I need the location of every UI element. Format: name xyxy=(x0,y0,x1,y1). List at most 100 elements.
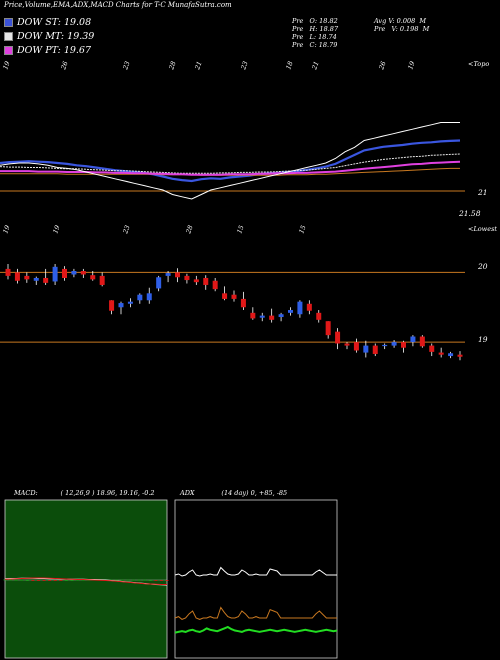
candle-body-up xyxy=(33,277,39,281)
candle-body-down xyxy=(14,272,20,281)
macd-histogram-bar xyxy=(14,579,18,581)
ema-corner-label: <Topo xyxy=(468,60,490,68)
price-date-label: 15 xyxy=(297,224,307,235)
ema-date-label: 26 xyxy=(377,60,388,71)
candle-body-down xyxy=(335,331,341,344)
price-panel: 19 19 23 28 15 15 xyxy=(0,224,465,361)
macd-histogram-bar xyxy=(3,579,7,581)
macd-signal-line xyxy=(4,577,167,585)
candle-body-down xyxy=(269,315,275,320)
macd-histogram-bar xyxy=(70,580,74,581)
macd-histogram-bar xyxy=(126,579,130,581)
legend-label: DOW ST: xyxy=(17,17,61,28)
macd-histogram-bar xyxy=(165,580,169,581)
price-close-line xyxy=(0,122,460,200)
candle-body-up xyxy=(165,273,171,276)
macd-histogram-bar xyxy=(53,580,57,581)
quote-key: C: xyxy=(309,41,317,49)
candle-body-up xyxy=(156,277,162,289)
ema-date-label: 19 xyxy=(406,60,416,71)
legend-dow-mt: DOW MT: 19.39 xyxy=(4,31,94,42)
candle-body-down xyxy=(344,343,350,346)
candle-body-down xyxy=(401,342,406,348)
macd-histogram-bar xyxy=(31,580,35,581)
quote-prefix: Pre xyxy=(292,33,304,41)
macd-histogram-bar xyxy=(48,580,52,581)
macd-histogram-bar xyxy=(131,579,135,581)
quote-value: 18.74 xyxy=(318,33,337,41)
price-date-label: 28 xyxy=(184,224,195,235)
ema-date-label: 26 xyxy=(59,60,70,71)
macd-histogram-bar xyxy=(81,579,85,581)
ema-date-label: 23 xyxy=(121,60,132,71)
price-y-label-19: 19 xyxy=(478,335,488,344)
legend-value: 19.39 xyxy=(67,31,95,42)
legend-value: 19.08 xyxy=(63,17,92,28)
quote-prefix: Pre xyxy=(292,41,304,49)
candle-body-down xyxy=(203,277,209,285)
quote-value: 0.198 xyxy=(399,25,419,33)
adx-panel xyxy=(174,499,338,659)
macd-histogram-bar xyxy=(159,580,163,581)
ema-date-label: 19 xyxy=(1,60,11,71)
candle-body-down xyxy=(438,352,444,355)
quote-high: Pre H: 18.87 xyxy=(292,25,338,33)
macd-histogram-bar xyxy=(9,579,13,581)
quote-value: 0.008 xyxy=(396,17,416,25)
candle-body-up xyxy=(410,336,416,343)
candle-body-down xyxy=(5,268,11,276)
candle-body-up xyxy=(137,294,143,301)
price-y-label-20: 20 xyxy=(478,262,488,271)
ema-date-label: 18 xyxy=(284,60,294,71)
candle-body-up xyxy=(259,315,265,318)
quote-key: Avg V: xyxy=(374,17,395,25)
macd-histogram-bar xyxy=(120,579,124,581)
quote-close: Pre C: 18.79 xyxy=(292,41,337,49)
adx-frame xyxy=(174,499,338,659)
candle-body-down xyxy=(43,277,49,283)
macd-label: MACD: xyxy=(14,489,38,497)
candle-body-up xyxy=(278,314,284,318)
quote-avg-volume: Avg V: 0.008 M xyxy=(374,17,426,25)
macd-histogram-bar xyxy=(25,580,29,581)
candle-body-down xyxy=(240,298,246,308)
candle-body-down xyxy=(90,275,96,280)
ema-short-line xyxy=(0,139,461,183)
macd-panel xyxy=(3,499,169,659)
candle-body-up xyxy=(52,266,58,282)
candle-body-down xyxy=(316,312,322,320)
macd-histogram-bar xyxy=(76,579,80,581)
ema-date-label: 28 xyxy=(167,60,178,71)
price-date-label: 23 xyxy=(121,224,132,235)
ema-date-label: 23 xyxy=(239,60,250,71)
macd-histogram-bar xyxy=(137,579,141,581)
macd-params: ( 12,26,9 ) 18.96, 19.16, -0.2 xyxy=(60,489,155,497)
price-date-label: 19 xyxy=(51,224,61,235)
macd-histogram-bar xyxy=(42,580,46,581)
quote-key: H: xyxy=(309,25,318,33)
quote-unit: M xyxy=(422,25,430,33)
ema-mid-line xyxy=(0,153,461,174)
quote-key: L: xyxy=(309,33,317,41)
legend-swatch-mt xyxy=(4,32,13,41)
candle-body-down xyxy=(109,300,115,311)
candle-body-down xyxy=(62,268,67,278)
candle-body-up xyxy=(127,301,133,304)
candle-body-down xyxy=(325,321,331,336)
quote-prefix: Pre xyxy=(374,25,386,33)
price-date-label: 19 xyxy=(1,224,11,235)
quote-value: 18.79 xyxy=(318,41,338,49)
adx-di-plus-line xyxy=(174,625,338,634)
candle-body-down xyxy=(429,345,435,352)
macd-histogram-bar xyxy=(115,579,119,581)
macd-histogram-bar xyxy=(148,580,152,581)
quote-value: 18.82 xyxy=(319,17,338,25)
macd-histogram-bar xyxy=(20,579,24,581)
price-corner-label: <Lowest xyxy=(468,225,498,233)
ema-date-label: 21 xyxy=(310,60,321,71)
macd-histogram-bar xyxy=(64,580,68,581)
candle-body-up xyxy=(297,301,303,315)
candle-body-down xyxy=(457,354,463,357)
candle-body-down xyxy=(231,294,237,299)
ema-long-line xyxy=(0,160,461,176)
